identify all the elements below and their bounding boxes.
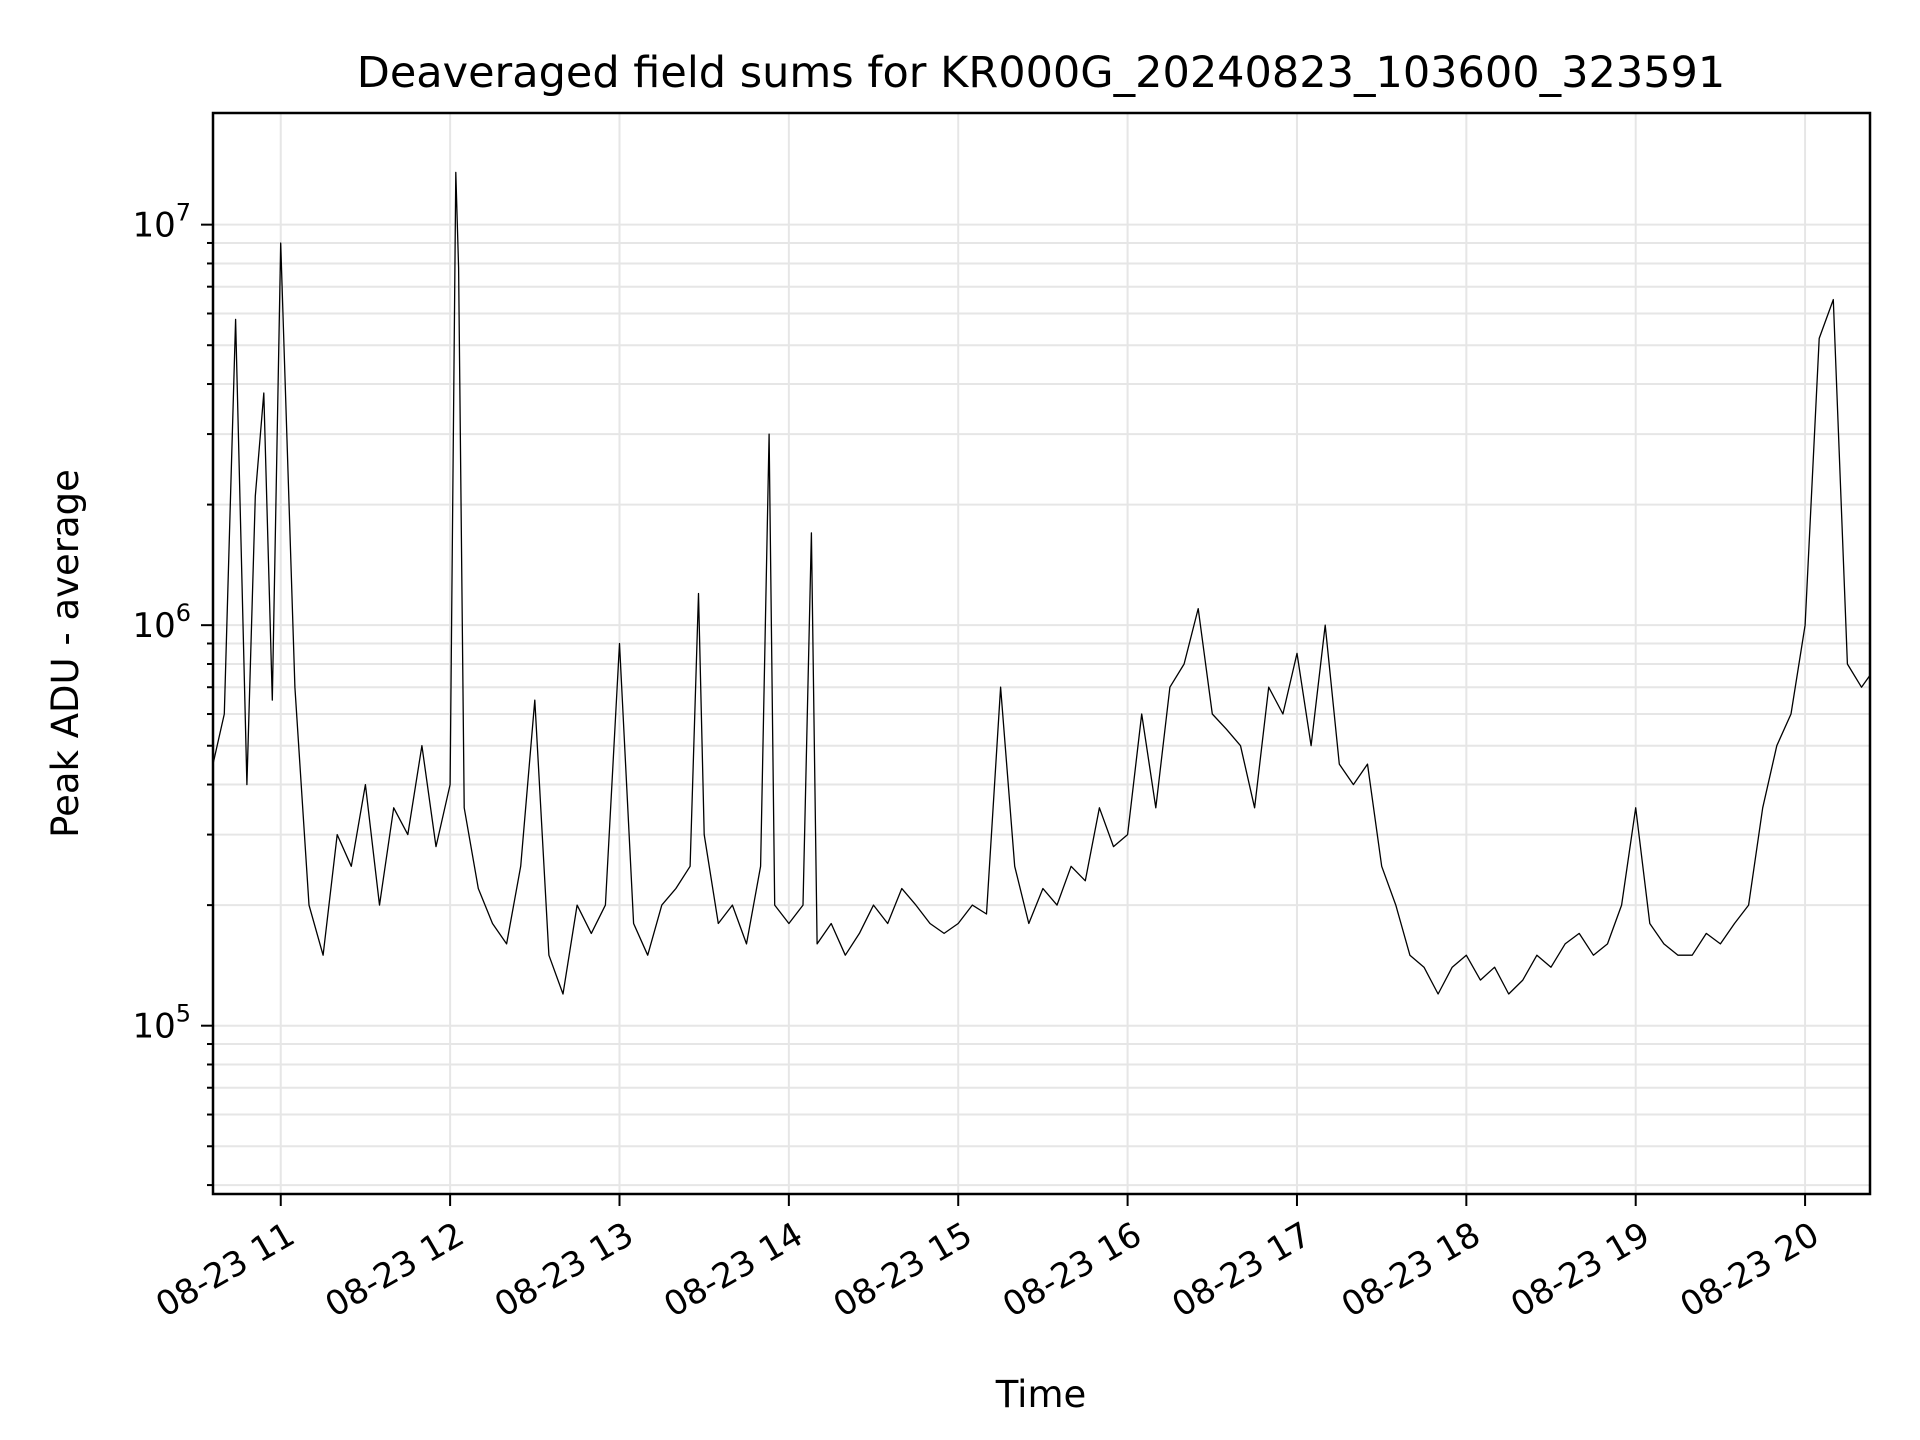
chart-title: Deaveraged field sums for KR000G_2024082… — [357, 48, 1726, 98]
x-tick-label: 08-23 12 — [319, 1215, 471, 1326]
x-tick-label: 08-23 17 — [1165, 1215, 1317, 1326]
x-tick-label: 08-23 19 — [1504, 1215, 1656, 1326]
series-line — [212, 171, 1871, 995]
y-tick-label: 105 — [132, 1000, 191, 1047]
y-tick-label: 107 — [132, 199, 191, 246]
plot-frame — [211, 111, 1872, 1196]
x-axis-label: Time — [995, 1373, 1087, 1416]
x-tick-label: 08-23 15 — [827, 1215, 979, 1326]
series-layer — [212, 171, 1871, 995]
x-tick-label: 08-23 11 — [149, 1215, 301, 1326]
x-tick-label: 08-23 16 — [996, 1215, 1148, 1326]
x-tick-label: 08-23 14 — [657, 1215, 809, 1326]
y-tick-label: 106 — [132, 599, 191, 646]
x-tick-label: 08-23 18 — [1335, 1215, 1487, 1326]
x-tick-label: 08-23 13 — [488, 1215, 640, 1326]
axis-ticks: 08-23 11 08-23 12 08-23 13 08-23 14 08-23 15… — [132, 199, 1826, 1326]
grid — [213, 113, 1870, 1194]
x-tick-label: 08-23 20 — [1674, 1215, 1826, 1326]
y-axis-label: Peak ADU - average — [44, 469, 87, 838]
